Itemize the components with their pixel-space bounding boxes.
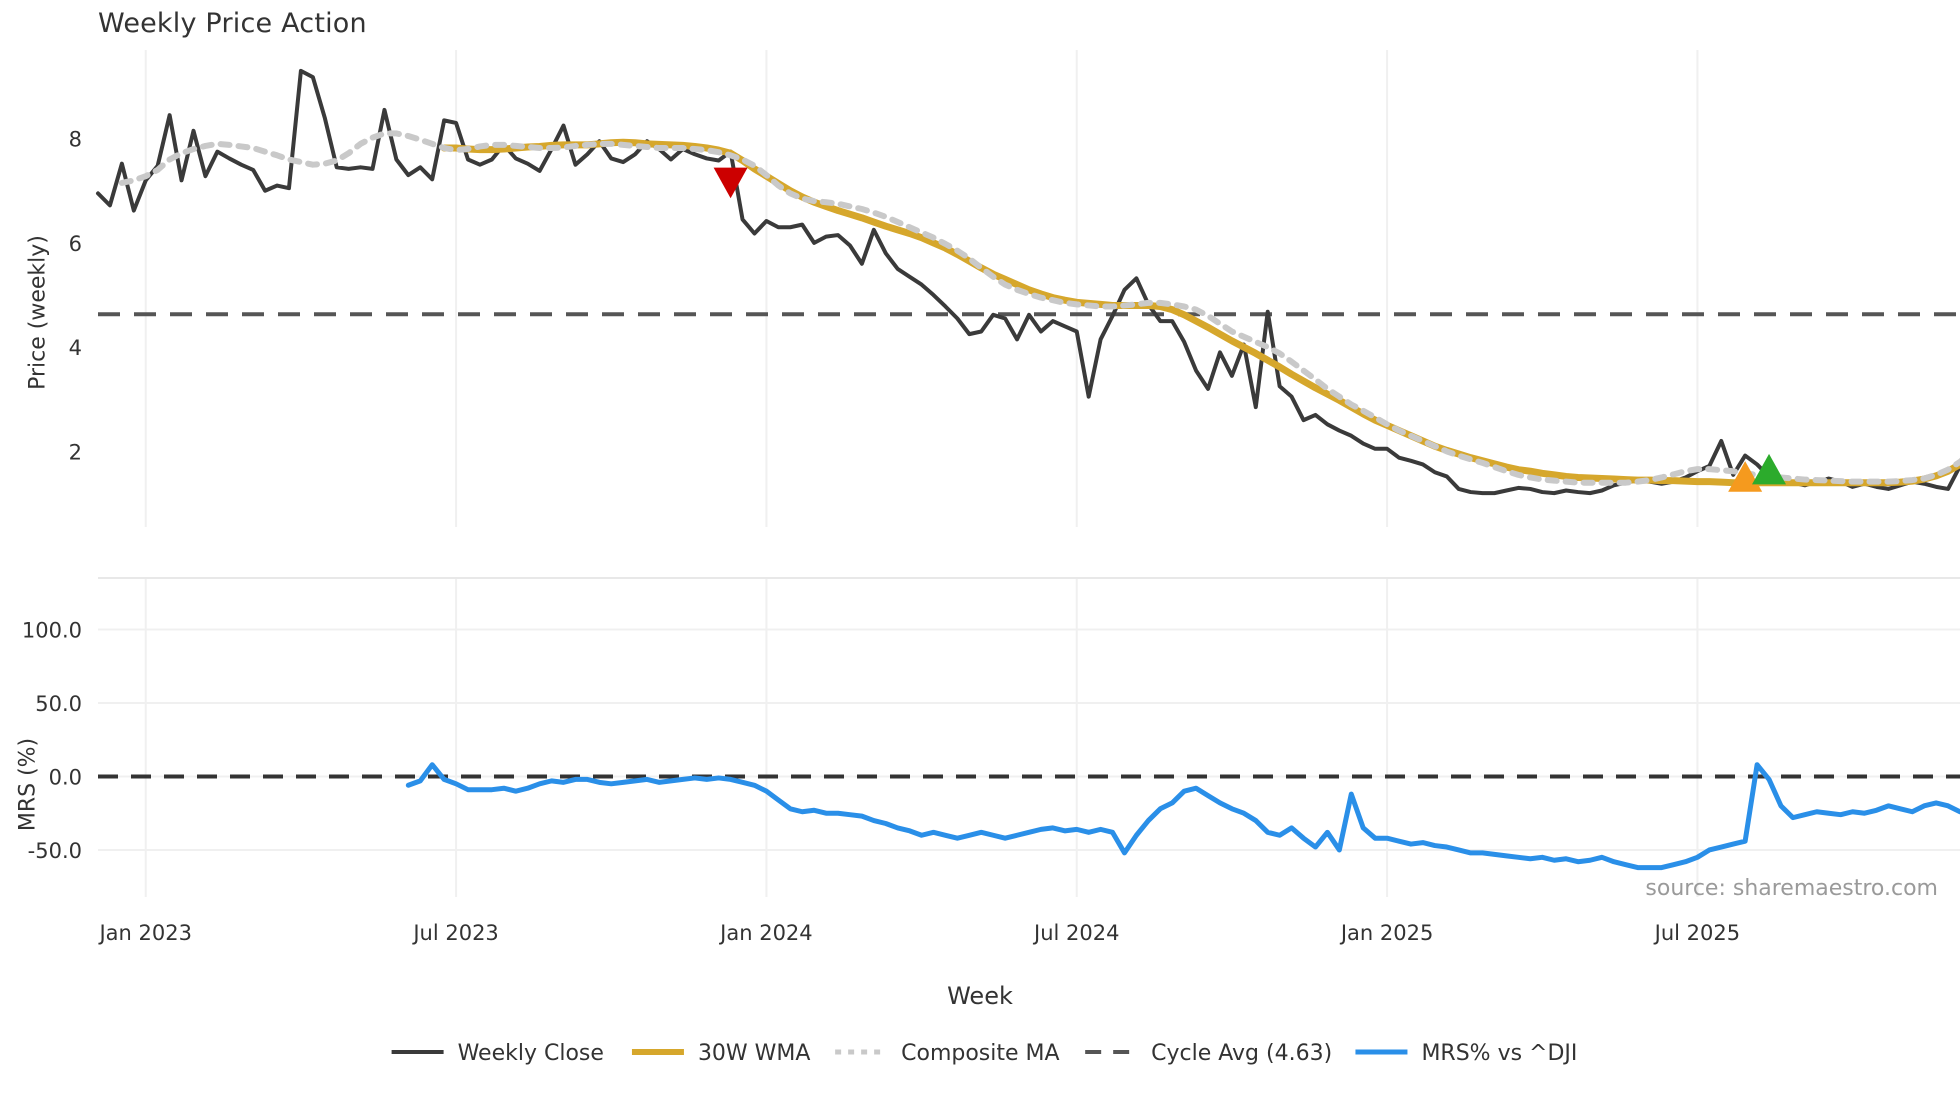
- price-ytick-labels: 2 4 6 8: [69, 128, 82, 465]
- watermark-text: source: sharemaestro.com: [1645, 876, 1938, 901]
- legend-label-composite-ma[interactable]: Composite MA: [901, 1041, 1059, 1066]
- xtick-jul-2024: Jul 2024: [1032, 921, 1119, 945]
- mrs-ytick-100-0: 100.0: [22, 618, 82, 642]
- price-ytick-4: 4: [69, 336, 82, 360]
- xtick-jan-2023: Jan 2023: [97, 921, 192, 945]
- xtick-jan-2025: Jan 2025: [1339, 921, 1434, 945]
- mrs-ytick--50-0: -50.0: [28, 839, 82, 863]
- price-ytick-6: 6: [69, 232, 82, 256]
- mrs-ytick-50-0: 50.0: [35, 692, 82, 716]
- xtick-jul-2025: Jul 2025: [1653, 921, 1740, 945]
- price-series-group: [96, 68, 1960, 496]
- series-mrs-vs-dji: [405, 762, 1960, 871]
- buy-signal-green-marker: [1752, 453, 1787, 485]
- mrs-ytick-labels: -50.0 0.0 50.0 100.0: [22, 618, 82, 863]
- mrs-axis-label: MRS (%): [15, 737, 41, 832]
- series-composite-ma: [118, 130, 1960, 486]
- x-axis-label: Week: [947, 982, 1013, 1010]
- x-tick-labels: Jan 2023 Jul 2023 Jan 2024 Jul 2024 Jan 2025…: [97, 921, 1740, 945]
- price-ytick-8: 8: [69, 128, 82, 152]
- mrs-gridlines: [98, 577, 1960, 897]
- mrs-ytick-0-0: 0.0: [49, 765, 82, 789]
- xtick-jan-2024: Jan 2024: [718, 921, 813, 945]
- mrs-series-group: [98, 762, 1960, 871]
- price-axis-label: Price (weekly): [25, 235, 51, 390]
- series-weekly-close: [96, 68, 1960, 496]
- page-title: Weekly Price Action: [98, 8, 367, 39]
- legend-label-cycle-avg-4-63[interactable]: Cycle Avg (4.63): [1151, 1041, 1332, 1066]
- source-watermark: source: sharemaestro.com: [1645, 876, 1938, 901]
- price-gridlines: [144, 50, 1699, 527]
- chart-legend: Weekly Close 30W WMA Composite MA Cycle Avg…: [391, 1041, 1577, 1066]
- signal-markers-group: [713, 167, 1787, 492]
- legend-label-weekly-close[interactable]: Weekly Close: [458, 1041, 604, 1066]
- legend-label-mrs-vs-dji[interactable]: MRS% vs ^DJI: [1421, 1041, 1577, 1066]
- legend-label-30w-wma[interactable]: 30W WMA: [698, 1041, 811, 1066]
- xtick-jul-2023: Jul 2023: [411, 921, 498, 945]
- sell-signal-marker: [713, 167, 748, 199]
- price-ytick-2: 2: [69, 440, 82, 464]
